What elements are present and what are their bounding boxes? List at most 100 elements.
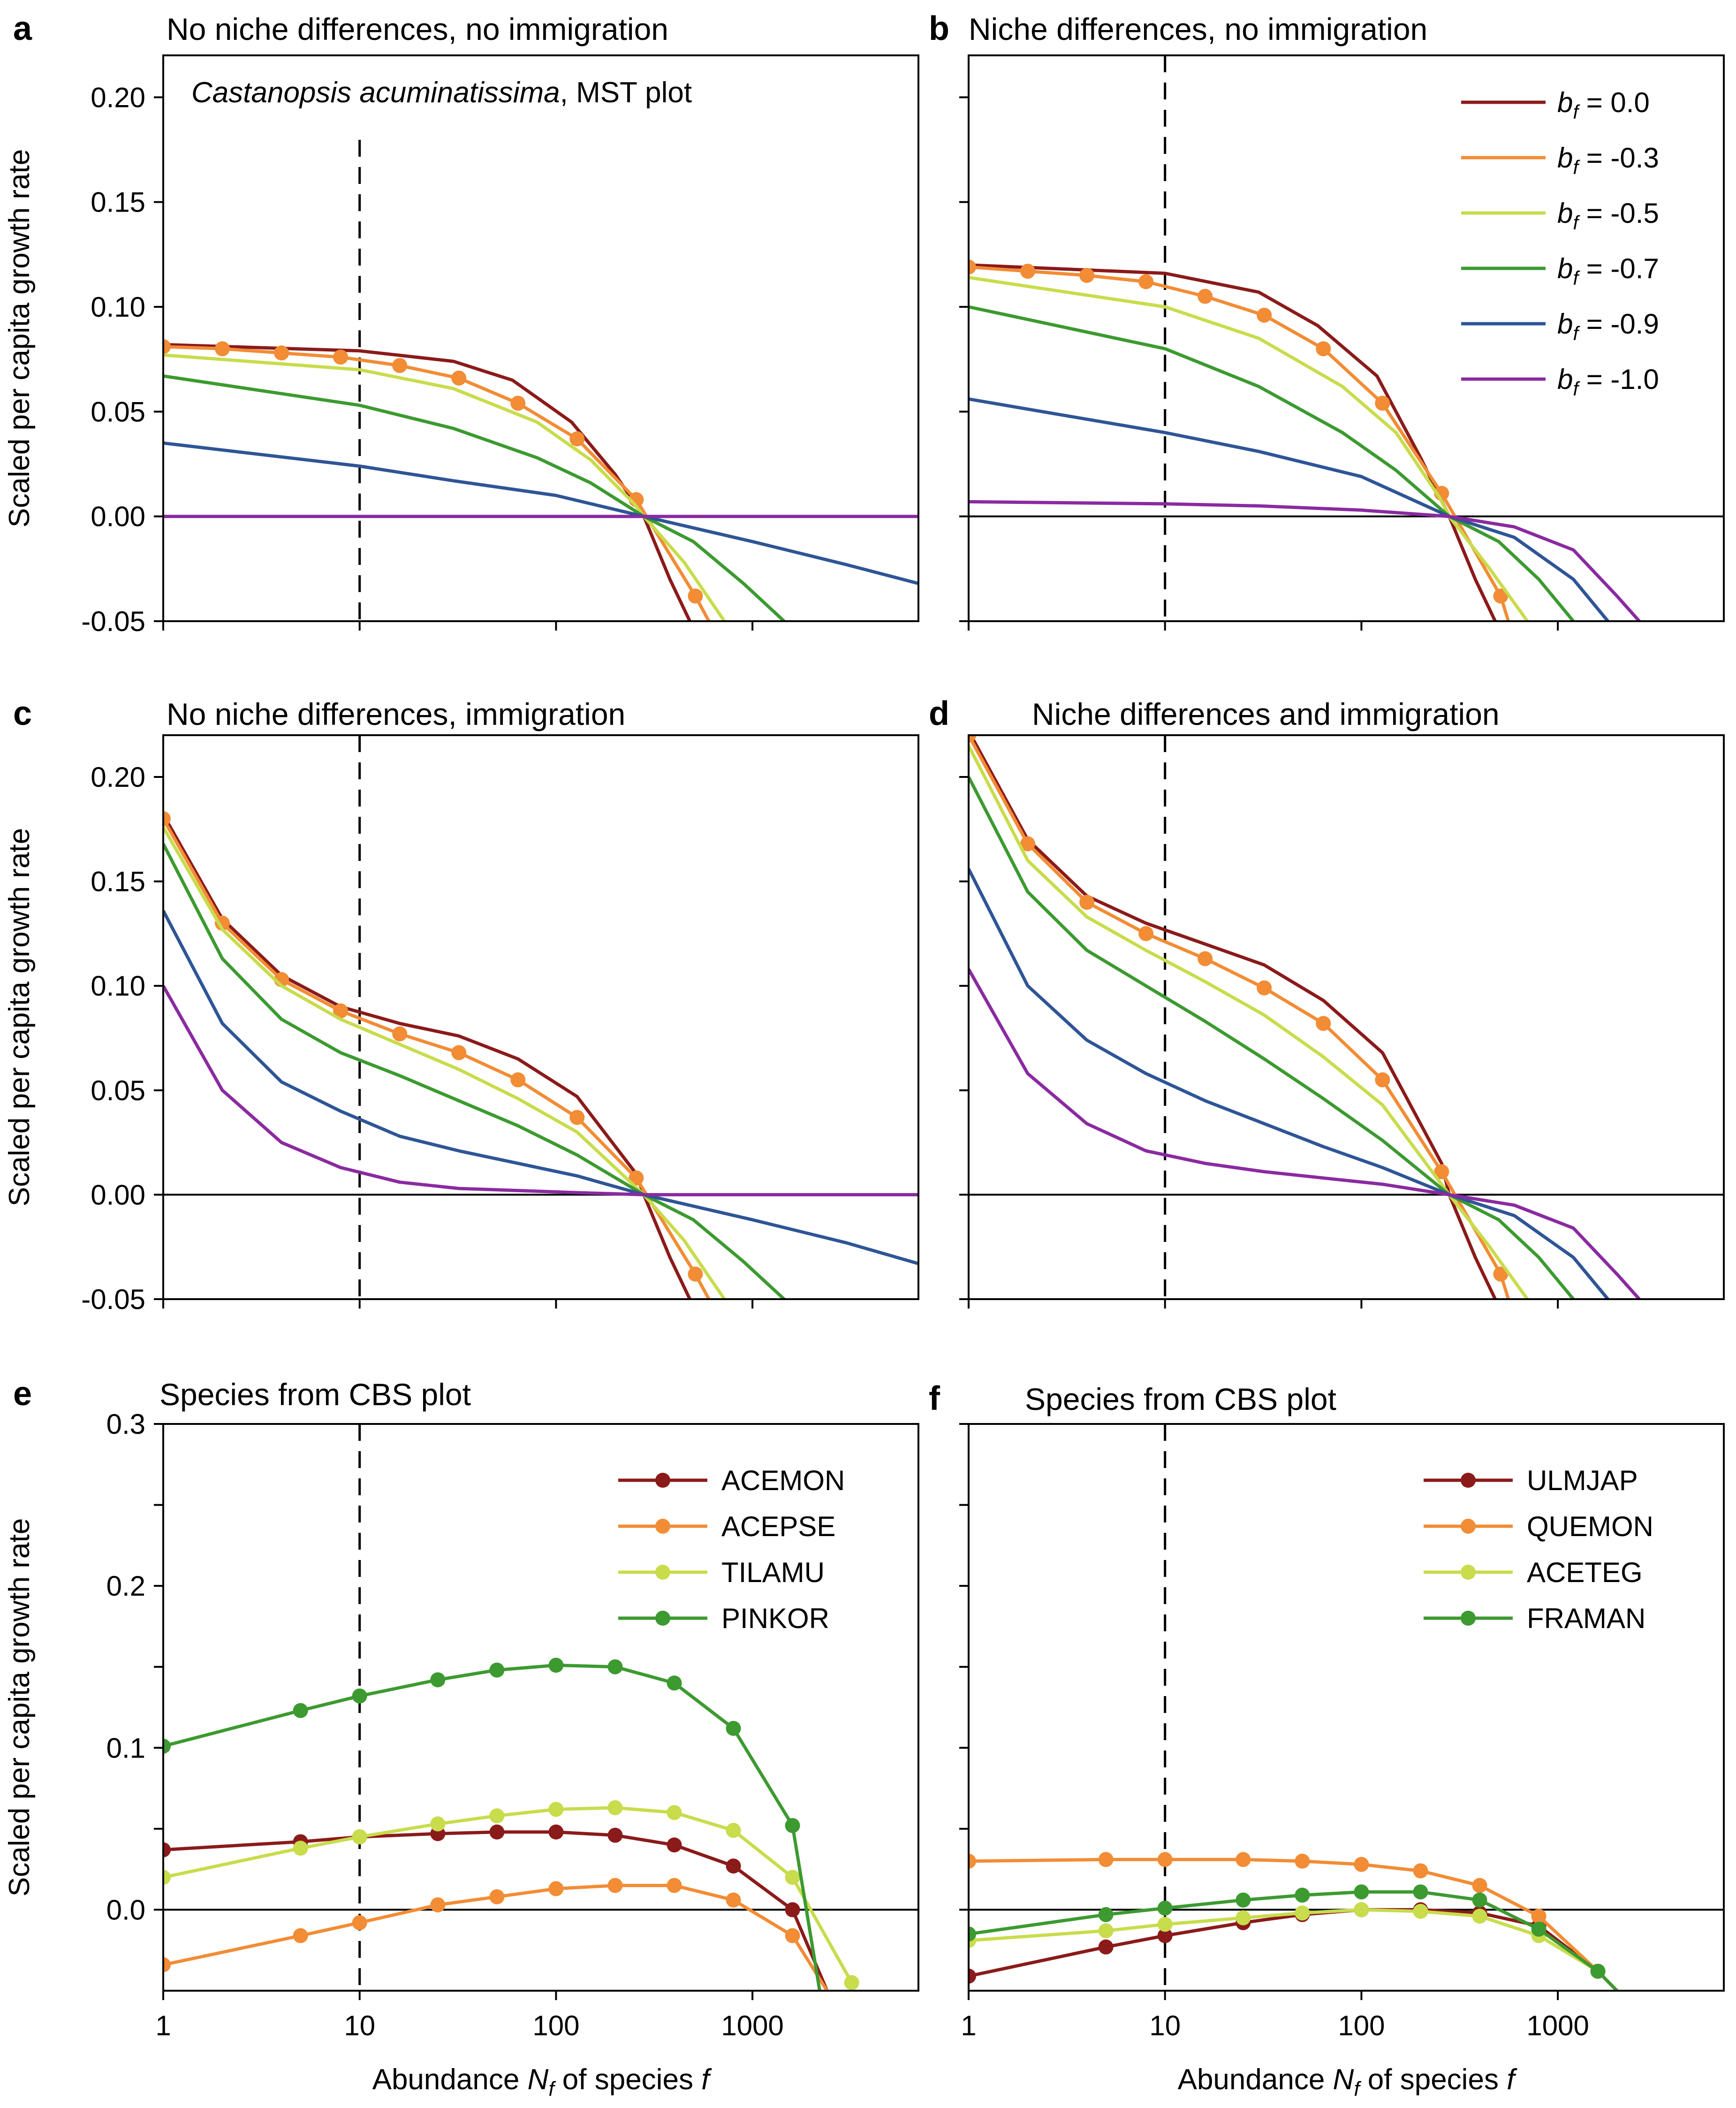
data-point — [607, 1659, 623, 1674]
data-point — [430, 1816, 446, 1832]
data-point — [1236, 1852, 1251, 1867]
data-point — [1354, 1857, 1369, 1872]
data-point — [969, 1968, 976, 1984]
panel-title: Niche differences, no immigration — [969, 12, 1427, 46]
data-point — [163, 339, 171, 354]
panel-a: a No niche differences, no immigration 0.2… — [3, 10, 919, 637]
series-line-bf-0.5 — [969, 745, 1529, 1299]
data-point — [1295, 1853, 1310, 1869]
legend-label: QUEMON — [1527, 1511, 1653, 1542]
y-tick-label: 0.00 — [91, 501, 145, 533]
panel-title: Species from CBS plot — [1025, 1382, 1336, 1416]
y-tick-label: 0.2 — [106, 1570, 145, 1602]
data-point — [1375, 396, 1390, 411]
legend-marker — [655, 1473, 670, 1488]
panel-c: c No niche differences, immigration 0.20 0.… — [3, 695, 919, 1315]
data-point — [1295, 1887, 1310, 1903]
legend-label: ACEMON — [721, 1465, 845, 1496]
y-tick-label: -0.05 — [81, 1284, 145, 1315]
y-tick-label: 0.15 — [91, 187, 145, 218]
data-point — [726, 1823, 741, 1838]
series-line-bf-0.5 — [969, 276, 1529, 621]
data-point — [1198, 951, 1213, 966]
y-tick-label: 0.20 — [91, 761, 145, 793]
data-point — [215, 915, 230, 931]
data-point — [1434, 1164, 1449, 1180]
y-tick-label: 0.0 — [106, 1894, 145, 1925]
data-point — [1157, 1900, 1173, 1916]
x-tick-label: 10 — [344, 2010, 375, 2041]
data-point — [1493, 1266, 1509, 1282]
y-tick-label: 0.15 — [91, 866, 145, 898]
data-point — [451, 370, 467, 386]
series-line-bf-0.9 — [969, 868, 1609, 1299]
data-point — [667, 1837, 682, 1853]
data-point — [1257, 307, 1272, 323]
panel-letter: a — [13, 10, 32, 47]
series-line-bf0.0 — [163, 814, 691, 1299]
plot-area — [163, 339, 918, 621]
data-point — [1157, 1917, 1173, 1932]
data-point — [163, 1738, 171, 1754]
legend: ULMJAP QUEMON ACETEG FRAMAN — [1424, 1465, 1653, 1634]
data-point — [1354, 1884, 1369, 1900]
data-point — [352, 1915, 367, 1931]
data-point — [548, 1658, 564, 1673]
series-line-bf-1.0 — [969, 968, 1641, 1299]
plot-frame — [162, 54, 919, 622]
legend: bf = 0.0 bf = -0.3 bf = -0.5 bf = -0.7 bf = … — [1461, 87, 1659, 400]
x-tick-label: 10 — [1149, 2010, 1181, 2041]
data-point — [1354, 1902, 1369, 1918]
x-axis-label: Abundance Nf of species f — [1178, 2063, 1518, 2100]
panel-e: e Species from CBS plot 0.3 0.2 0.1 0.0 1 10 100… — [3, 1375, 919, 2100]
data-point — [1375, 1072, 1390, 1088]
data-point — [667, 1805, 682, 1820]
y-tick-label: -0.05 — [81, 606, 145, 637]
series-line-bf-1.0 — [163, 985, 918, 1196]
data-point — [1098, 1852, 1114, 1867]
panel-title: No niche differences, no immigration — [167, 12, 668, 46]
series-line-bf-0.9 — [969, 397, 1609, 621]
legend-marker — [1461, 1473, 1476, 1488]
y-tick-label: 0.05 — [91, 1075, 145, 1106]
data-point — [1531, 1921, 1546, 1937]
data-point — [667, 1878, 682, 1893]
y-tick-label: 0.1 — [106, 1732, 145, 1764]
data-point — [1316, 1016, 1331, 1031]
legend-marker — [1461, 1519, 1476, 1534]
data-point — [969, 1926, 976, 1942]
series-line-bf0.0 — [969, 735, 1497, 1299]
y-axis-label: Scaled per capita growth rate — [3, 149, 36, 527]
data-point — [1098, 1939, 1114, 1955]
data-point — [293, 1928, 308, 1943]
series-line-bf-0.7 — [969, 305, 1575, 621]
data-point — [430, 1672, 446, 1688]
data-point — [352, 1688, 367, 1704]
plot-frame — [968, 54, 1725, 622]
data-point — [726, 1892, 741, 1908]
legend-label: TILAMU — [721, 1557, 825, 1588]
data-point — [726, 1858, 741, 1874]
data-point — [1590, 1963, 1606, 1979]
series-line-bf-0.7 — [969, 776, 1575, 1299]
panel-title: No niche differences, immigration — [167, 697, 625, 731]
data-point — [688, 1266, 703, 1282]
data-point — [489, 1889, 505, 1904]
y-tick-label: 0.10 — [91, 291, 145, 323]
panel-b: b Niche differences, no immigration bf = 0… — [929, 10, 1725, 631]
legend-marker — [1461, 1611, 1476, 1626]
panel-letter: f — [929, 1380, 940, 1417]
x-tick-label: 1000 — [721, 2010, 783, 2041]
data-point — [844, 1975, 859, 1990]
series-line-bf-0.5 — [163, 353, 726, 621]
plot-frame — [968, 734, 1725, 1300]
data-point — [548, 1824, 564, 1840]
series-line-bf-0.7 — [163, 374, 786, 621]
plot-frame — [162, 1423, 919, 1992]
panel-letter: b — [929, 10, 949, 47]
x-tick-label: 1 — [155, 2010, 171, 2041]
data-point — [392, 358, 408, 373]
data-point — [163, 1842, 171, 1857]
plot-frame — [162, 734, 919, 1300]
x-axis-label: Abundance Nf of species f — [372, 2063, 713, 2100]
